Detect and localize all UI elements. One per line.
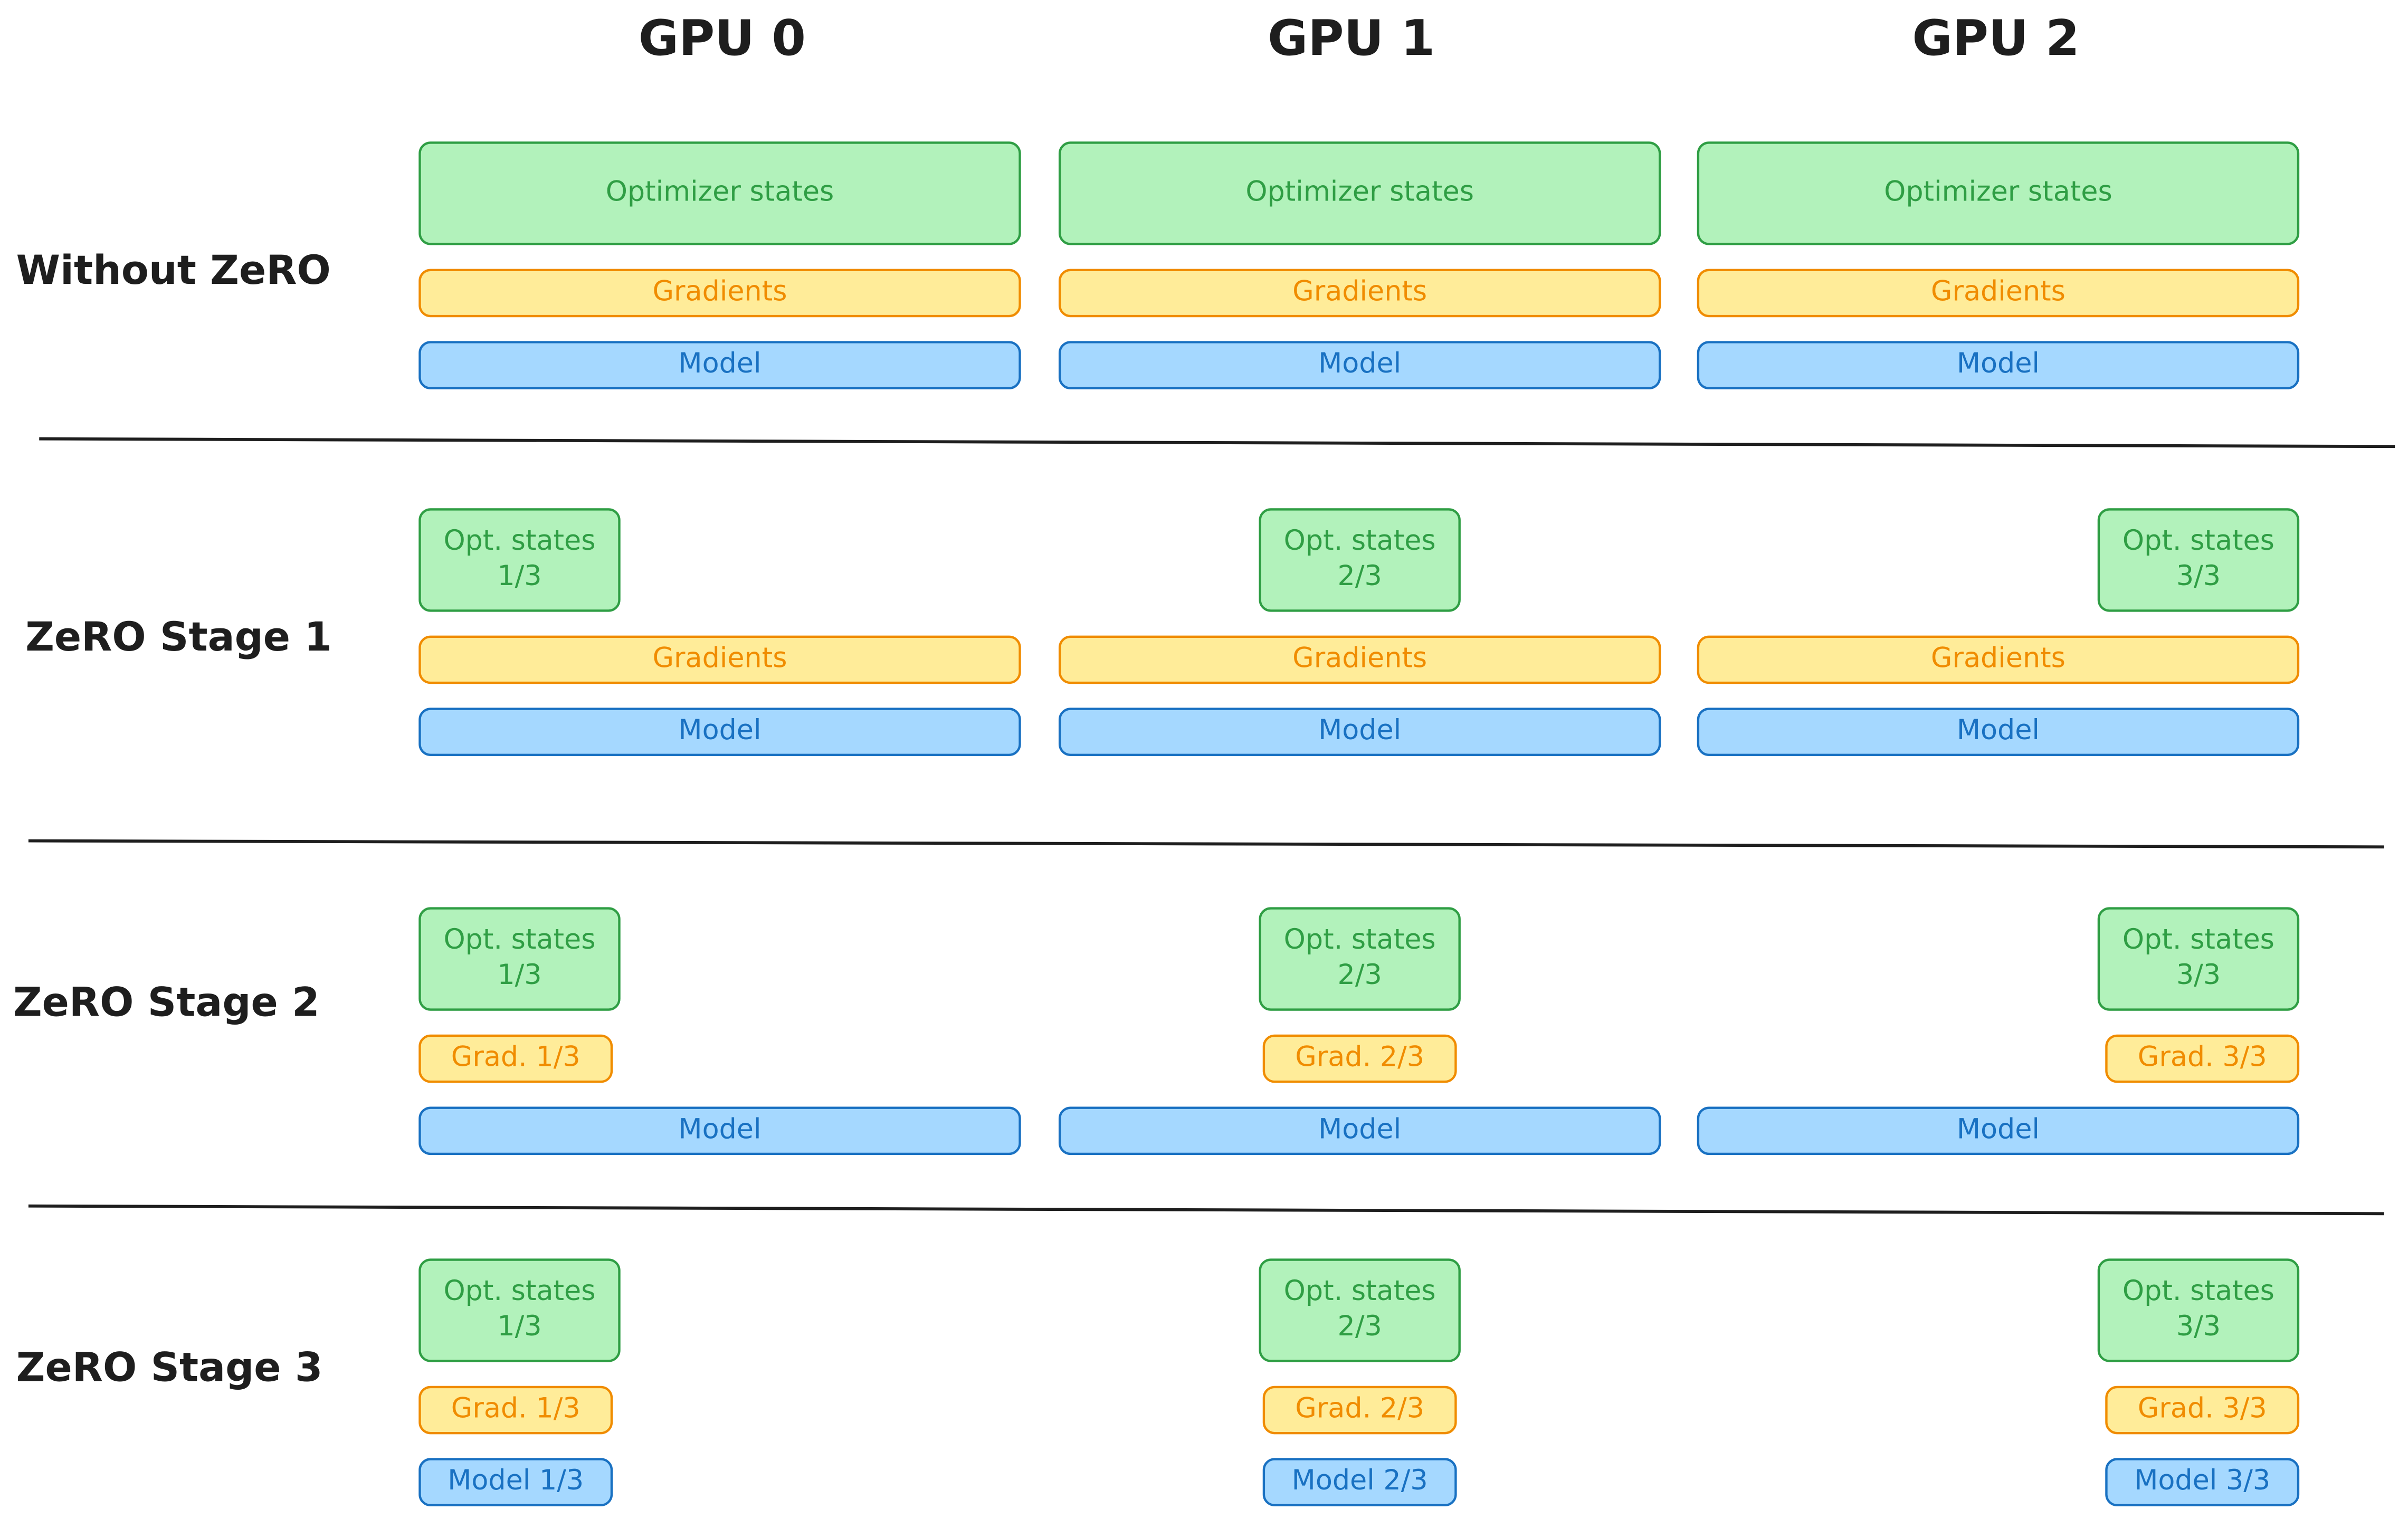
optimizer-label: Opt. states — [443, 923, 595, 956]
model-label: Model — [1318, 714, 1401, 746]
optimizer-label: Opt. states — [1284, 923, 1436, 956]
model-label: Model — [1318, 347, 1401, 379]
optimizer-box — [1697, 141, 2300, 245]
optimizer-label: 1/3 — [497, 560, 541, 592]
optimizer-box — [2097, 907, 2300, 1011]
optimizer-label: 1/3 — [497, 1310, 541, 1342]
model-label: Model — [1957, 714, 2040, 746]
model-label: Model — [678, 714, 761, 746]
row-label: Without ZeRO — [16, 247, 331, 293]
model-box — [418, 1458, 613, 1507]
gradients-box — [418, 1386, 613, 1435]
optimizer-label: Opt. states — [2123, 923, 2274, 956]
gradients-box — [1697, 635, 2300, 684]
optimizer-box — [418, 907, 621, 1011]
optimizer-box — [1259, 907, 1461, 1011]
model-label: Model 1/3 — [448, 1464, 584, 1496]
gradients-label: Grad. 1/3 — [451, 1041, 580, 1073]
gradients-label: Grad. 2/3 — [1295, 1392, 1424, 1425]
optimizer-label: Opt. states — [2123, 1275, 2274, 1307]
optimizer-box — [1259, 508, 1461, 612]
model-label: Model — [678, 1113, 761, 1145]
model-box — [1058, 1106, 1661, 1155]
optimizer-box — [1058, 141, 1661, 245]
gradients-box — [1262, 1034, 1457, 1083]
model-label: Model 2/3 — [1292, 1464, 1428, 1496]
gradients-box — [1058, 635, 1661, 684]
model-box — [1697, 1106, 2300, 1155]
gradients-label: Grad. 2/3 — [1295, 1041, 1424, 1073]
model-box — [418, 341, 1021, 389]
model-label: Model — [1318, 1113, 1401, 1145]
optimizer-label: 2/3 — [1338, 560, 1382, 592]
row-label: ZeRO Stage 2 — [13, 979, 320, 1025]
gradients-box — [1697, 269, 2300, 318]
optimizer-label: 2/3 — [1338, 959, 1382, 991]
optimizer-box — [2097, 1258, 2300, 1362]
model-box — [1697, 341, 2300, 389]
model-label: Model 3/3 — [2134, 1464, 2270, 1496]
optimizer-label: 3/3 — [2176, 959, 2221, 991]
separator — [28, 839, 2384, 849]
gradients-label: Grad. 3/3 — [2138, 1392, 2267, 1425]
gradients-label: Gradients — [1292, 642, 1427, 674]
optimizer-box — [1259, 1258, 1461, 1362]
gradients-label: Gradients — [1931, 275, 2066, 307]
gradients-label: Grad. 1/3 — [451, 1392, 580, 1425]
model-label: Model — [678, 347, 761, 379]
model-box — [418, 708, 1021, 756]
model-box — [1058, 341, 1661, 389]
column-header: GPU 1 — [1268, 9, 1435, 66]
gradients-box — [2105, 1386, 2300, 1435]
optimizer-label: Opt. states — [443, 524, 595, 557]
optimizer-label: Optimizer states — [1245, 175, 1474, 207]
gradients-label: Gradients — [1931, 642, 2066, 674]
gradients-label: Grad. 3/3 — [2138, 1041, 2267, 1073]
optimizer-box — [2097, 508, 2300, 612]
model-box — [1697, 708, 2300, 756]
separator — [39, 437, 2395, 448]
gradients-label: Gradients — [652, 642, 787, 674]
model-box — [1058, 708, 1661, 756]
optimizer-label: 2/3 — [1338, 1310, 1382, 1342]
model-box — [418, 1106, 1021, 1155]
model-label: Model — [1957, 347, 2040, 379]
model-box — [2105, 1458, 2300, 1507]
optimizer-box — [418, 508, 621, 612]
optimizer-label: 3/3 — [2176, 1310, 2221, 1342]
optimizer-box — [418, 141, 1021, 245]
gradients-box — [2105, 1034, 2300, 1083]
separator — [28, 1204, 2384, 1216]
optimizer-label: Optimizer states — [1884, 175, 2112, 207]
gradients-label: Gradients — [1292, 275, 1427, 307]
optimizer-label: Optimizer states — [606, 175, 834, 207]
model-box — [1262, 1458, 1457, 1507]
column-header: GPU 2 — [1912, 9, 2079, 66]
gradients-box — [418, 635, 1021, 684]
optimizer-label: Opt. states — [1284, 1275, 1436, 1307]
gradients-label: Gradients — [652, 275, 787, 307]
optimizer-box — [418, 1258, 621, 1362]
optimizer-label: 1/3 — [497, 959, 541, 991]
gradients-box — [1262, 1386, 1457, 1435]
optimizer-label: Opt. states — [2123, 524, 2274, 557]
column-header: GPU 0 — [639, 9, 806, 66]
gradients-box — [418, 1034, 613, 1083]
gradients-box — [1058, 269, 1661, 318]
row-label: ZeRO Stage 3 — [16, 1344, 323, 1390]
row-label: ZeRO Stage 1 — [25, 614, 332, 660]
optimizer-label: Opt. states — [443, 1275, 595, 1307]
gradients-box — [418, 269, 1021, 318]
optimizer-label: 3/3 — [2176, 560, 2221, 592]
model-label: Model — [1957, 1113, 2040, 1145]
optimizer-label: Opt. states — [1284, 524, 1436, 557]
